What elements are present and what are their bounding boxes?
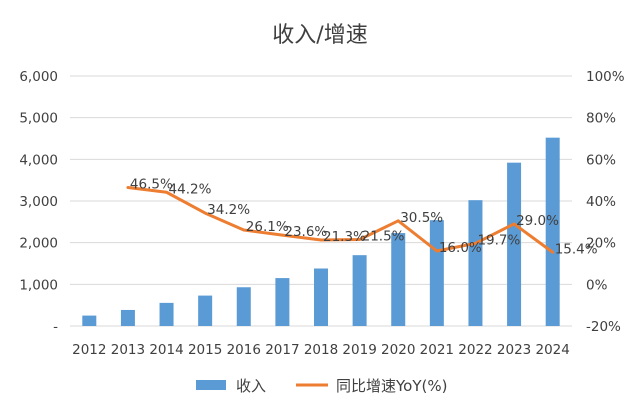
data-label: 26.1% <box>246 219 289 235</box>
data-label: 16.0% <box>439 240 482 256</box>
data-label: 44.2% <box>169 181 212 197</box>
bar <box>82 315 97 326</box>
bar <box>198 295 213 326</box>
x-tick-label: 2024 <box>536 342 570 358</box>
x-tick-label: 2019 <box>342 342 376 358</box>
x-tick-label: 2014 <box>149 342 183 358</box>
bar <box>545 137 560 326</box>
data-labels: 46.5%44.2% 34.2%26.1%23.6%21.3%21.5% 30.5%… <box>130 176 598 257</box>
legend-swatch-revenue <box>196 380 226 390</box>
x-tick-label: 2012 <box>72 342 106 358</box>
right-tick-label: -20% <box>586 319 621 335</box>
x-tick-label: 2021 <box>420 342 454 358</box>
left-tick-label: 1,000 <box>19 277 58 293</box>
x-tick-label: 2022 <box>458 342 492 358</box>
data-label: 34.2% <box>207 202 250 218</box>
left-tick-label: 5,000 <box>19 111 58 127</box>
x-tick-label: 2023 <box>497 342 531 358</box>
gridlines <box>70 75 572 327</box>
left-axis: - 1,000 2,000 3,000 4,000 5,000 6,000 <box>19 69 58 335</box>
bar <box>352 255 367 326</box>
bar <box>429 220 444 326</box>
x-tick-label: 2017 <box>265 342 299 358</box>
bar <box>236 287 251 326</box>
data-label: 30.5% <box>400 210 443 226</box>
yoy-growth-line <box>126 185 555 254</box>
left-tick-label: 6,000 <box>19 69 58 85</box>
right-tick-label: 80% <box>586 111 616 127</box>
x-tick-label: 2018 <box>304 342 338 358</box>
legend: 收入 同比增速YoY(%) <box>196 377 447 395</box>
bar <box>275 278 290 326</box>
legend-label-yoy: 同比增速YoY(%) <box>336 377 447 395</box>
right-tick-label: 20% <box>586 236 616 252</box>
bar <box>120 309 135 326</box>
data-label: 21.5% <box>362 229 405 245</box>
left-tick-label: - <box>53 319 58 335</box>
x-tick-label: 2016 <box>227 342 261 358</box>
x-tick-label: 2020 <box>381 342 415 358</box>
left-tick-label: 4,000 <box>19 152 58 168</box>
left-tick-label: 2,000 <box>19 236 58 252</box>
bar <box>314 268 328 326</box>
x-axis: 2012 2013 2014 2015 2016 2017 2018 2019 2020 2021… <box>72 342 570 358</box>
bar <box>468 200 483 326</box>
x-tick-label: 2015 <box>188 342 222 358</box>
x-tick-label: 2013 <box>111 342 145 358</box>
bar <box>507 162 522 326</box>
data-label: 19.7% <box>477 232 520 248</box>
bar <box>391 233 406 326</box>
data-label: 21.3% <box>323 229 366 245</box>
line-series <box>126 185 555 254</box>
data-label: 15.4% <box>555 241 598 257</box>
bar <box>159 302 174 326</box>
chart-title: 收入/增速 <box>272 23 367 48</box>
left-tick-label: 3,000 <box>19 194 58 210</box>
right-axis: -20% 0% 20% 40% 60% 80% 100% <box>586 69 625 335</box>
data-label: 29.0% <box>516 213 559 229</box>
data-label: 23.6% <box>284 224 327 240</box>
right-tick-label: 40% <box>586 194 616 210</box>
right-tick-label: 100% <box>586 69 625 85</box>
data-label: 46.5% <box>130 176 173 192</box>
right-tick-label: 0% <box>586 277 608 293</box>
right-tick-label: 60% <box>586 152 616 168</box>
legend-label-revenue: 收入 <box>236 377 266 395</box>
